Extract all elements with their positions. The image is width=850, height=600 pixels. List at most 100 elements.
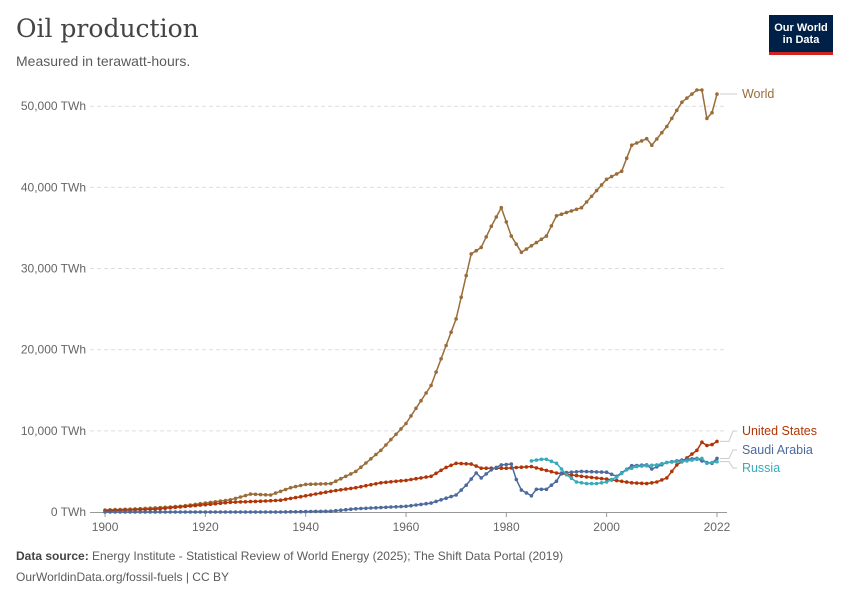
data-point: [624, 468, 629, 472]
data-point: [263, 493, 268, 497]
data-point: [710, 110, 714, 115]
data-point: [163, 506, 167, 511]
data-point: [253, 492, 258, 497]
data-point: [308, 509, 313, 514]
data-point: [218, 501, 223, 506]
y-tick-label-1: 10,000 TWh: [21, 424, 86, 438]
data-point: [614, 475, 619, 479]
data-point: [278, 498, 283, 503]
x-tick-label-3: 1960: [393, 520, 420, 534]
data-point: [404, 478, 408, 483]
data-point: [474, 464, 479, 468]
data-point: [519, 465, 524, 470]
data-point: [509, 462, 514, 466]
data-point: [569, 473, 574, 477]
data-point: [278, 510, 283, 514]
data-point: [584, 481, 589, 486]
data-point: [589, 194, 594, 199]
data-point: [434, 499, 438, 504]
data-point: [414, 406, 418, 411]
data-point: [158, 510, 162, 514]
data-point: [599, 183, 604, 187]
data-point: [268, 498, 273, 503]
data-point: [389, 480, 393, 484]
data-point: [690, 458, 694, 462]
data-point: [529, 494, 534, 498]
data-point: [203, 510, 208, 514]
data-point: [549, 459, 554, 464]
data-point: [479, 245, 484, 250]
data-point: [464, 273, 469, 278]
data-point: [344, 487, 348, 491]
data-point: [609, 477, 614, 482]
data-point: [685, 96, 689, 100]
data-point: [258, 492, 263, 497]
label-connector: [719, 430, 737, 442]
data-point: [203, 502, 208, 507]
data-point: [434, 471, 438, 476]
data-point: [564, 210, 569, 215]
data-point: [629, 143, 634, 147]
data-point: [634, 141, 639, 145]
data-point: [293, 510, 298, 514]
data-point: [213, 510, 218, 514]
data-point: [639, 139, 644, 143]
data-point: [389, 505, 393, 509]
data-point: [323, 490, 328, 495]
data-point: [153, 510, 157, 514]
data-point: [208, 510, 213, 514]
data-point: [655, 480, 659, 484]
data-point: [549, 469, 554, 474]
data-point: [574, 473, 579, 478]
data-point: [359, 484, 363, 489]
data-point: [138, 510, 142, 514]
data-point: [534, 240, 539, 245]
data-point: [414, 503, 418, 507]
data-point: [675, 459, 679, 464]
data-point: [559, 212, 564, 216]
data-point: [359, 506, 363, 511]
data-point: [619, 169, 624, 173]
data-point: [243, 500, 248, 504]
data-point: [394, 505, 398, 509]
data-point: [519, 488, 524, 492]
data-point: [354, 485, 358, 490]
data-point: [554, 479, 559, 484]
owid-logo[interactable]: Our World in Data: [769, 15, 833, 55]
data-point: [499, 463, 504, 467]
data-point: [569, 470, 574, 475]
credit-link[interactable]: OurWorldinData.org/fossil-fuels | CC BY: [16, 570, 229, 584]
data-point: [434, 370, 438, 374]
data-point: [494, 215, 499, 219]
series-world: World: [103, 87, 774, 512]
data-point: [364, 483, 368, 488]
label-connector: [719, 449, 737, 459]
data-point: [655, 137, 659, 141]
data-point: [629, 466, 634, 471]
data-point: [444, 496, 448, 501]
data-point: [524, 247, 529, 251]
data-point: [198, 503, 203, 507]
data-point: [424, 475, 428, 479]
data-point: [609, 174, 614, 179]
data-point: [123, 510, 127, 514]
data-point: [233, 510, 238, 514]
data-point: [233, 496, 238, 501]
data-point: [589, 475, 594, 480]
data-point: [263, 510, 268, 514]
data-point: [354, 507, 358, 511]
data-point: [604, 477, 609, 481]
data-point: [329, 509, 333, 513]
data-point: [489, 224, 494, 229]
data-point: [364, 461, 368, 465]
data-point: [464, 462, 469, 466]
y-tick-label-0: 0 TWh: [51, 505, 86, 519]
data-point: [349, 472, 353, 476]
data-point: [153, 507, 157, 512]
data-point: [303, 509, 308, 514]
data-point: [293, 484, 298, 489]
data-point: [419, 476, 423, 480]
data-point: [344, 507, 348, 512]
data-point: [695, 448, 699, 453]
data-point: [484, 472, 489, 476]
